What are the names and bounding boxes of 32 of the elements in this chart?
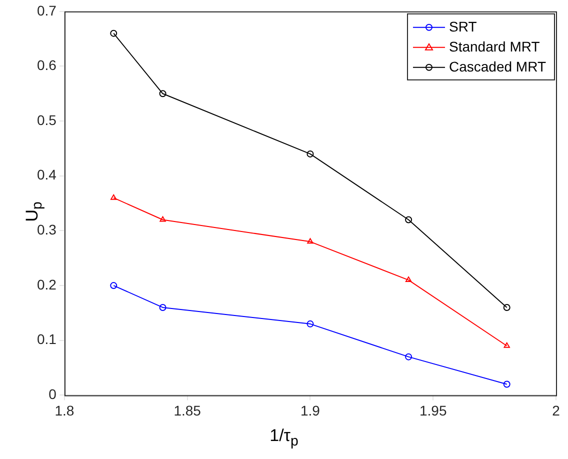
legend-label: Cascaded MRT — [449, 58, 546, 74]
point — [159, 304, 166, 311]
legend-label: SRT — [449, 18, 478, 34]
y-tick-label: 0 — [48, 386, 57, 402]
y-tick-label: 0.7 — [36, 2, 57, 18]
point — [405, 216, 412, 224]
x-tick-label: 1.9 — [300, 402, 320, 418]
x-tick-label: 1.95 — [419, 402, 447, 418]
legend-label: Standard MRT — [449, 38, 540, 54]
point — [306, 150, 314, 158]
point — [504, 342, 510, 348]
point — [306, 320, 314, 328]
y-tick-label: 0.1 — [36, 331, 57, 348]
x-tick-label: 1.8 — [54, 402, 74, 418]
point — [503, 380, 510, 388]
point — [159, 90, 166, 98]
point — [405, 353, 412, 360]
point — [110, 30, 118, 37]
point — [405, 276, 412, 282]
x-tick-label: 1.85 — [174, 402, 202, 418]
point — [110, 282, 118, 290]
point — [307, 238, 314, 244]
x-axis-title: 1/τ$_{p}$ — [268, 426, 300, 450]
y-tick-label: 0.4 — [36, 166, 57, 183]
point — [503, 304, 510, 311]
y-tick-label: 0.3 — [36, 222, 57, 238]
point — [110, 194, 117, 200]
y-tick-label: 0.2 — [36, 276, 57, 292]
x-tick-label: 2 — [552, 402, 560, 418]
y-tick-label: 0.5 — [36, 112, 57, 128]
point — [160, 216, 166, 222]
y-tick-label: 0.6 — [36, 57, 57, 74]
